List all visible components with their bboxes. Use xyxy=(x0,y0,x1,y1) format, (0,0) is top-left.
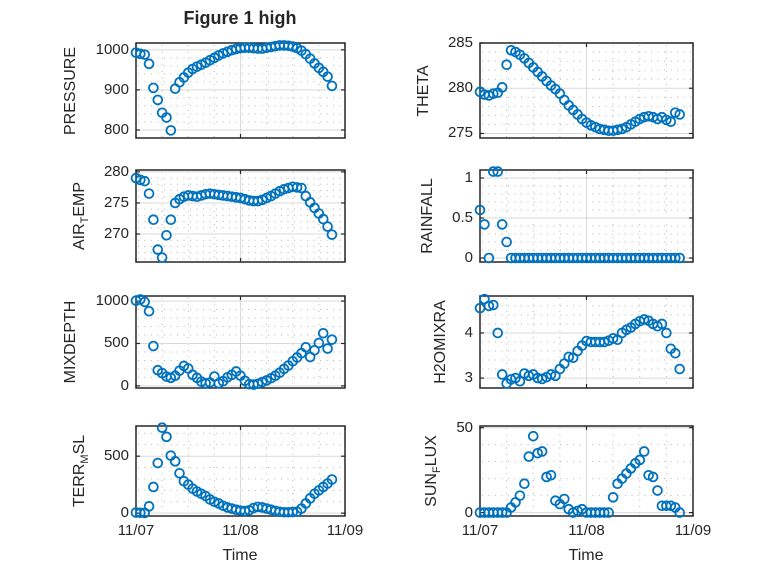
y-tick-label: 50 xyxy=(456,418,473,436)
subplot-mixdepth xyxy=(130,294,346,390)
y-tick-label: 275 xyxy=(103,193,129,211)
subplot-terr-msl xyxy=(130,422,346,519)
y-tick-label: 800 xyxy=(103,120,129,138)
subplot-sun-flux xyxy=(474,425,694,518)
x-axis-label-left: Time xyxy=(222,547,258,564)
subplot-pressure xyxy=(130,40,346,139)
subplot-rainfall xyxy=(474,166,694,264)
y-axis-label-terr-msl: TERRMSL xyxy=(70,434,91,508)
y-axis-label-text: SL xyxy=(70,434,88,455)
y-axis-label-sun-flux: SUNFLUX xyxy=(423,435,444,507)
y-axis-label-text: SUN xyxy=(423,473,441,507)
subplot-theta xyxy=(474,42,694,139)
x-tick-label: 11/09 xyxy=(674,522,712,539)
y-tick-label: 275 xyxy=(447,124,473,142)
plot-area-rainfall xyxy=(474,166,694,264)
scatter-series-rainfall xyxy=(474,166,685,264)
y-tick-label: 0 xyxy=(120,376,129,394)
y-tick-label: 4 xyxy=(464,323,473,341)
y-tick-label: 500 xyxy=(103,334,129,352)
y-axis-label-h2omixra: H2OMIXRA xyxy=(432,300,450,384)
y-tick-label: 500 xyxy=(103,447,129,465)
figure-title: Figure 1 high xyxy=(183,8,297,28)
y-axis-label-text: AIR xyxy=(70,223,88,251)
scatter-series-pressure xyxy=(130,40,338,136)
y-tick-label: 280 xyxy=(103,162,129,180)
y-axis-label-mixdepth: MIXDEPTH xyxy=(62,301,80,384)
scatter-series-air-temp xyxy=(130,172,338,263)
y-axis-label-pressure: PRESSURE xyxy=(62,46,80,134)
y-tick-label: 0 xyxy=(464,503,473,521)
x-tick-label: 11/07 xyxy=(461,522,499,539)
y-tick-label: 270 xyxy=(103,225,129,243)
scatter-series-h2omixra xyxy=(474,293,685,389)
y-axis-label-theta: THETA xyxy=(415,65,433,116)
y-tick-label: 900 xyxy=(103,80,129,98)
y-axis-label-text: PRESSURE xyxy=(62,46,80,135)
y-axis-label-air-temp: AIRTEMP xyxy=(70,181,91,251)
scatter-series-sun-flux xyxy=(474,430,685,518)
scatter-series-mixdepth xyxy=(130,294,338,390)
plot-area-air-temp xyxy=(130,169,346,263)
y-tick-label: 3 xyxy=(464,369,473,387)
y-axis-label-text: THETA xyxy=(414,64,432,117)
y-axis-label-text: MIXDEPTH xyxy=(62,300,80,384)
y-axis-label-subscript: M xyxy=(78,454,91,464)
y-tick-label: 0 xyxy=(464,249,473,266)
y-axis-label-text: RAINFALL xyxy=(418,178,436,254)
x-tick-label: 11/08 xyxy=(222,522,259,539)
scatter-series-theta xyxy=(474,44,685,137)
y-axis-label-subscript: T xyxy=(78,216,91,224)
y-tick-label: 1000 xyxy=(95,292,129,310)
y-axis-label-rainfall: RAINFALL xyxy=(419,178,437,254)
x-tick-label: 11/09 xyxy=(326,522,364,539)
plot-area-h2omixra xyxy=(474,293,694,389)
plot-area-theta xyxy=(474,42,694,139)
y-tick-label: 0.5 xyxy=(452,209,473,226)
y-tick-label: 285 xyxy=(447,34,473,51)
y-tick-label: 280 xyxy=(447,79,473,97)
x-tick-label: 11/07 xyxy=(117,522,155,539)
y-axis-label-text: TERR xyxy=(70,463,88,508)
y-axis-label-subscript: F xyxy=(431,466,444,474)
y-axis-label-text: EMP xyxy=(70,181,88,217)
x-axis-label-right: Time xyxy=(568,547,604,564)
plot-area-mixdepth xyxy=(130,294,346,390)
x-tick-label: 11/08 xyxy=(568,522,605,539)
scatter-series-terr-msl xyxy=(130,422,338,519)
y-axis-label-text: H2OMIXRA xyxy=(431,300,449,384)
y-tick-label: 0 xyxy=(120,504,129,522)
y-tick-label: 1 xyxy=(464,169,473,186)
plot-area-pressure xyxy=(130,40,346,139)
y-axis-label-text: LUX xyxy=(423,435,441,467)
plot-area-sun-flux xyxy=(474,425,694,518)
y-tick-label: 1000 xyxy=(95,40,129,58)
subplot-h2omixra xyxy=(474,293,694,389)
subplot-air-temp xyxy=(130,169,346,263)
plot-area-terr-msl xyxy=(130,422,346,519)
